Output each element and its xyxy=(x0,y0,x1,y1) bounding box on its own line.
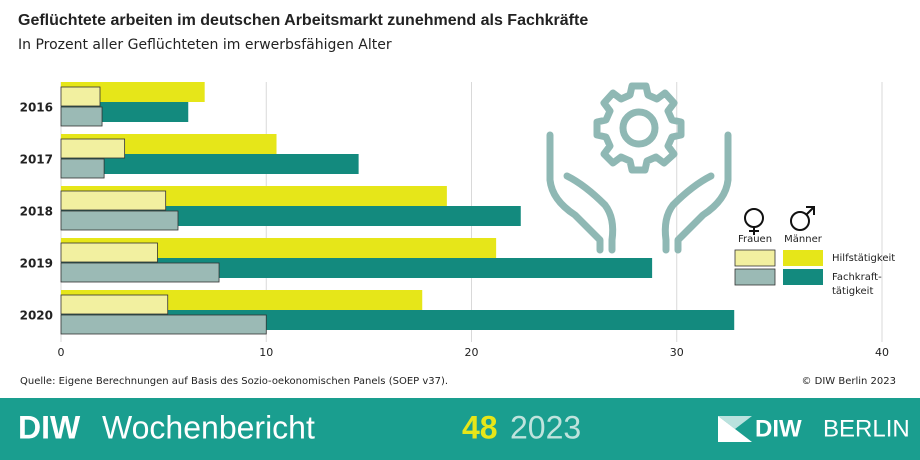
legend: Frauen Männer Hilfstätigkeit Fachkraft-täti… xyxy=(734,234,895,297)
footer-band xyxy=(0,398,920,460)
year: 2023 xyxy=(510,409,581,445)
illustration xyxy=(546,82,815,254)
bar xyxy=(60,262,220,283)
x-tick-label: 20 xyxy=(465,346,479,359)
issue: 48 xyxy=(462,409,498,445)
y-tick-label: 2016 xyxy=(20,101,53,115)
bar xyxy=(60,106,103,127)
bar xyxy=(60,86,101,107)
x-tick-label: 10 xyxy=(259,346,273,359)
legend-group: Männer xyxy=(784,234,823,245)
x-tick-label: 30 xyxy=(670,346,684,359)
legend-label: Hilfstätigkeit xyxy=(832,253,895,264)
bar xyxy=(60,138,126,159)
y-tick-label: 2020 xyxy=(20,309,53,323)
bar xyxy=(60,294,169,315)
bar xyxy=(61,238,497,258)
brand: Wochenbericht xyxy=(102,409,315,445)
legend-swatch xyxy=(783,250,823,266)
y-tick-label: 2018 xyxy=(20,205,53,219)
x-tick-label: 40 xyxy=(875,346,889,359)
legend-swatch xyxy=(734,249,776,267)
y-tick-label: 2017 xyxy=(20,153,53,167)
plot-area: 0 10 20 30 40 2016 2017 2018 2019 2020 xyxy=(20,82,889,359)
x-tick-label: 0 xyxy=(58,346,65,359)
chart-subtitle: In Prozent aller Geflüchteten im erwerbs… xyxy=(18,37,392,53)
logo-bold: DIW xyxy=(755,415,802,442)
y-tick-label: 2019 xyxy=(20,257,53,271)
logo: DIW BERLIN xyxy=(718,415,910,442)
legend-label: Fachkraft-tätigkeit xyxy=(832,272,882,297)
brand-bold: DIW xyxy=(18,409,81,445)
bar xyxy=(60,210,179,231)
legend-swatch xyxy=(734,268,776,286)
bar xyxy=(60,158,105,179)
bar xyxy=(60,314,267,335)
bar xyxy=(61,154,359,174)
bar xyxy=(60,190,167,211)
source-note: Quelle: Eigene Berechnungen auf Basis de… xyxy=(20,376,448,387)
legend-swatch xyxy=(783,269,823,285)
chart-title: Geflüchtete arbeiten im deutschen Arbeit… xyxy=(18,12,588,29)
bar xyxy=(60,242,158,263)
logo-text: BERLIN xyxy=(823,415,910,442)
legend-group: Frauen xyxy=(738,234,772,245)
copyright: © DIW Berlin 2023 xyxy=(801,376,896,387)
